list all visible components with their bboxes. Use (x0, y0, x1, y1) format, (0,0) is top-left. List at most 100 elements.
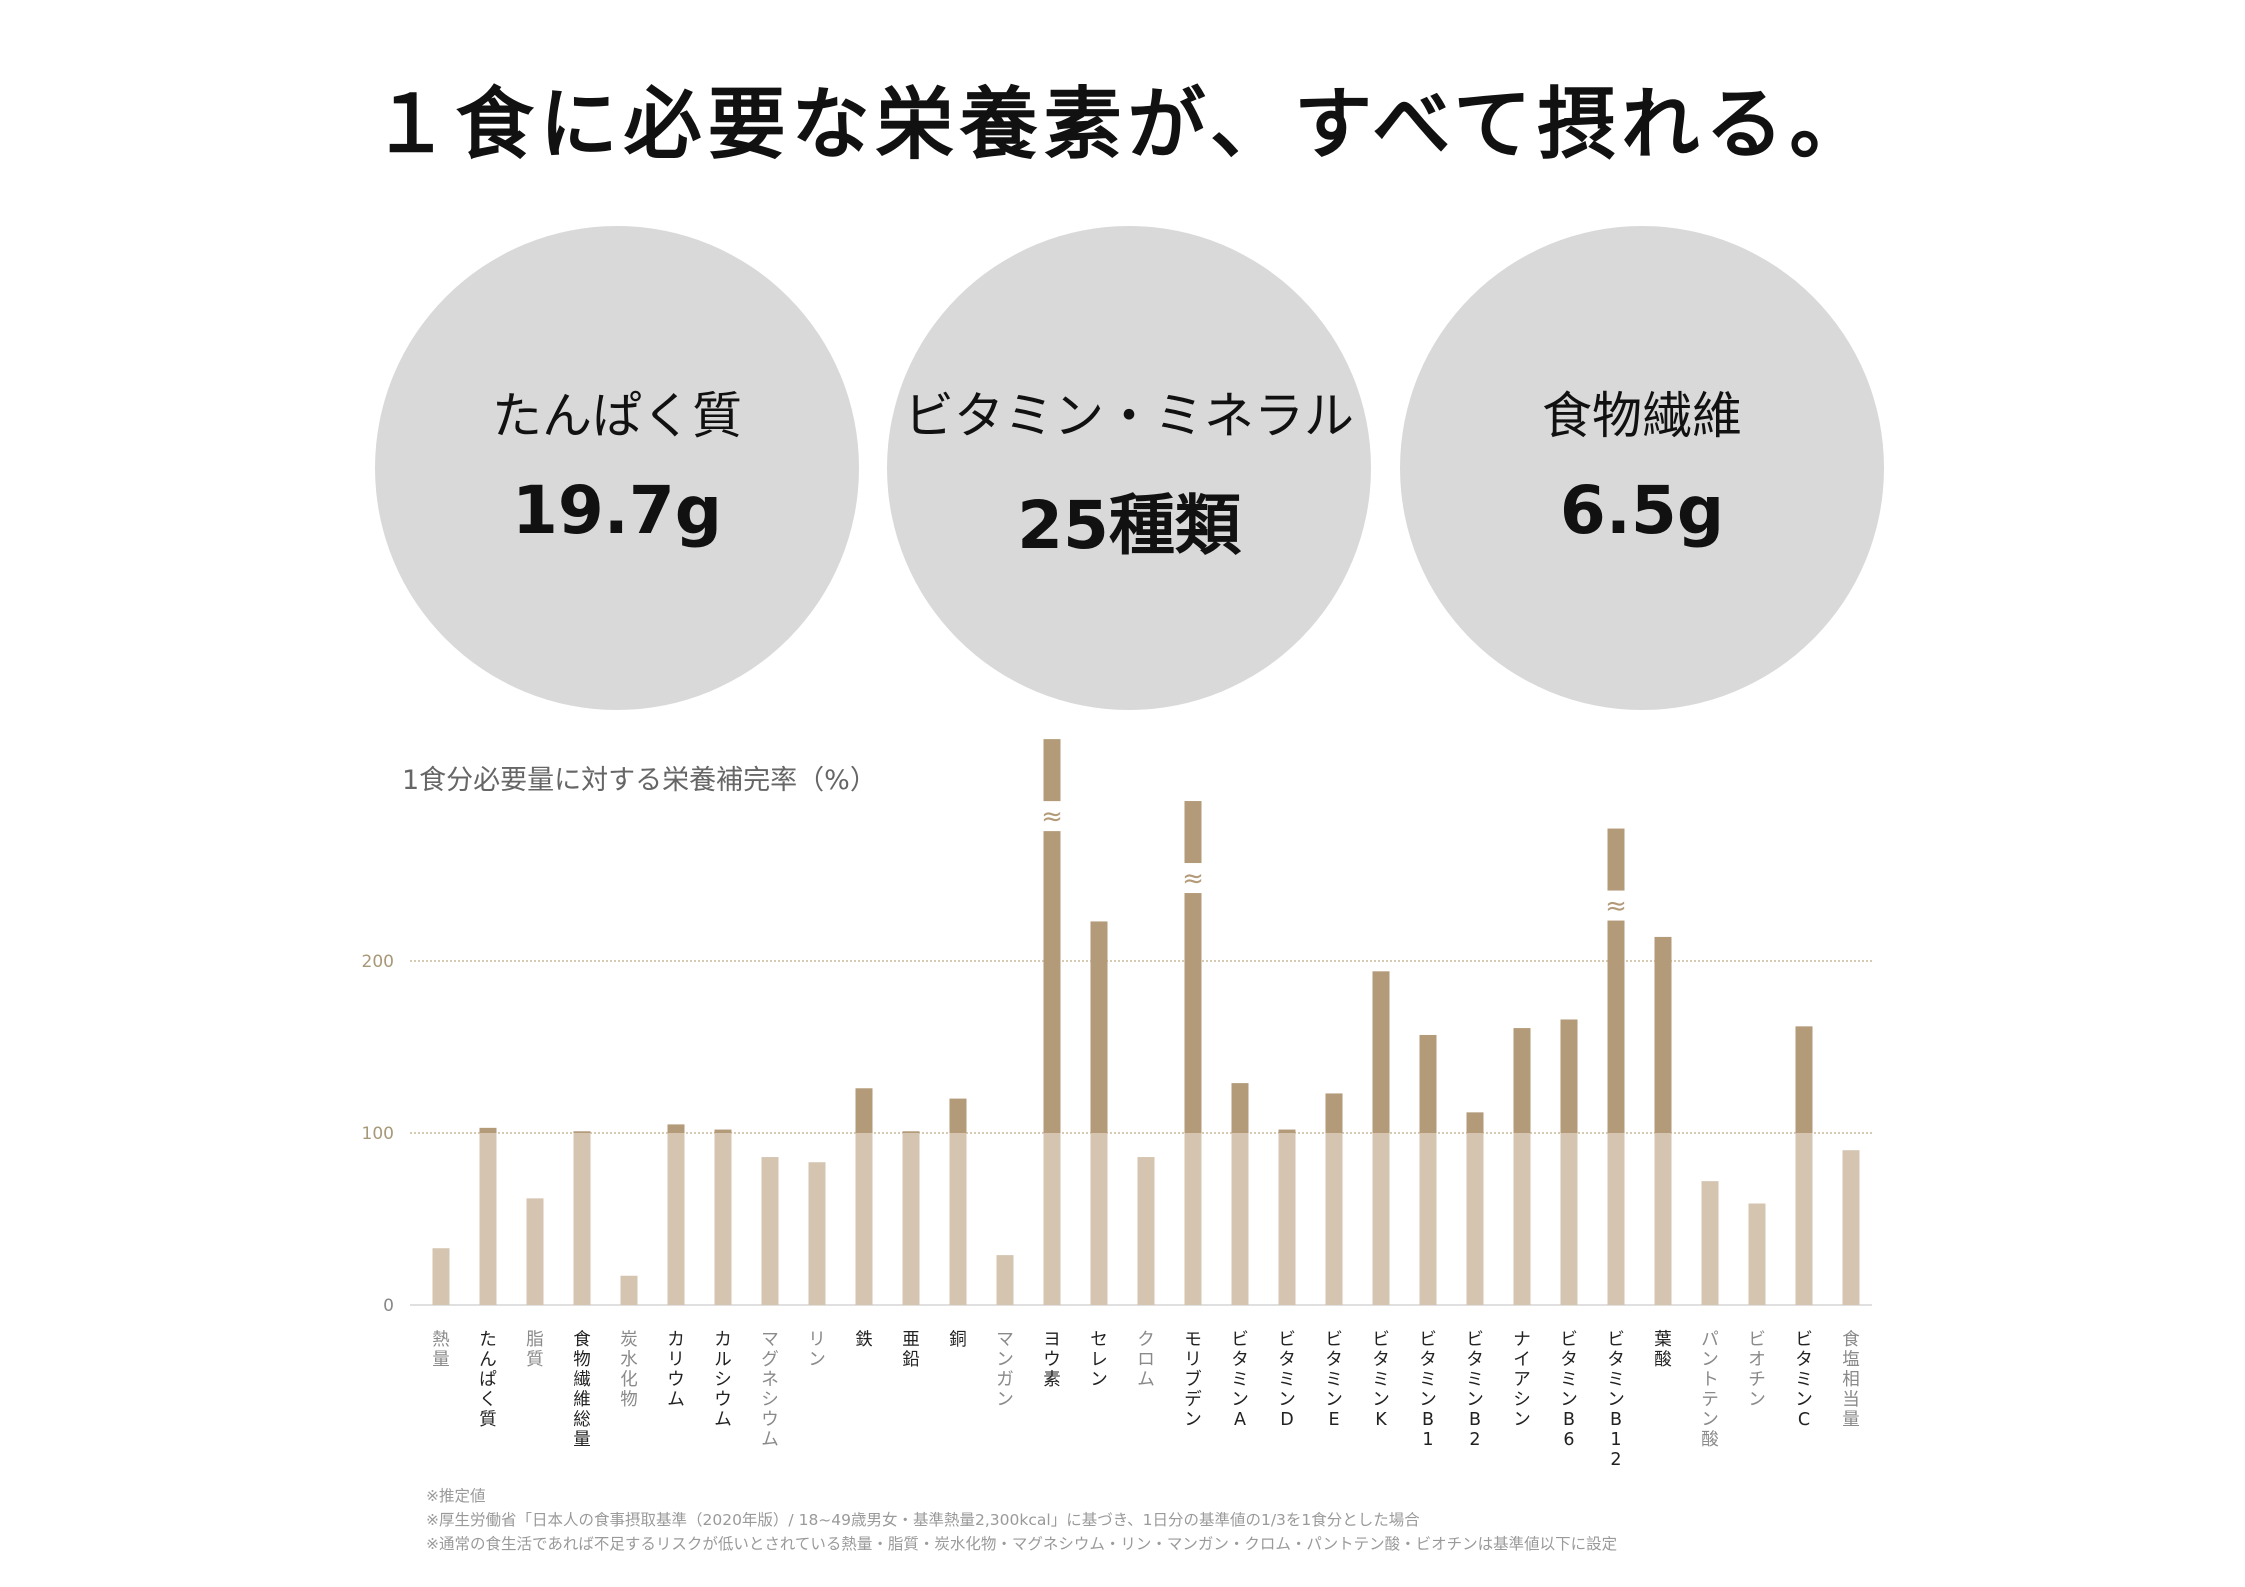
bar-base-10 (902, 1133, 920, 1305)
stat-label-protein: たんぱく質 (492, 387, 742, 445)
bar-excess-3 (573, 1131, 591, 1133)
stat-circle-vitamins-minerals: ビタミン・ミネラル 25種類 (887, 226, 1371, 710)
stat-label-vitamins-minerals: ビタミン・ミネラル (904, 387, 1354, 445)
category-label-30: 食塩相当量 (1842, 1330, 1860, 1430)
footnotes: ※推定値 ※厚生労働省「日本人の食事摂取基準（2020年版）/ 18~49歳男女… (426, 1484, 1617, 1556)
bar-base-25 (1607, 1133, 1625, 1305)
category-label-25: ビタミン B 1 2 (1607, 1330, 1625, 1470)
bar-base-23 (1513, 1133, 1531, 1305)
bar-base-15 (1137, 1157, 1155, 1305)
axis-break-marker-16: ≈ (1182, 864, 1204, 894)
bar-base-12 (996, 1255, 1014, 1305)
category-label-27: パントテン酸 (1701, 1330, 1719, 1450)
bar-excess-18 (1278, 1129, 1296, 1133)
category-label-5: カリウム (667, 1330, 685, 1410)
category-label-3: 食物繊維総量 (573, 1330, 591, 1450)
category-label-28: ビオチン (1748, 1330, 1766, 1410)
bar-base-20 (1372, 1133, 1390, 1305)
bar-base-27 (1701, 1181, 1719, 1305)
footnote-below-standard: ※通常の食生活であれば不足するリスクが低いとされている熱量・脂質・炭水化物・マグ… (426, 1535, 1618, 1553)
stat-circle-protein: たんぱく質 19.7g (375, 226, 859, 710)
bar-excess-14 (1090, 921, 1108, 1133)
bar-excess-17 (1231, 1083, 1249, 1133)
category-label-23: ナイアシン (1513, 1330, 1531, 1430)
category-label-8: リン (808, 1330, 826, 1370)
bar-excess-16 (1184, 801, 1202, 1133)
category-label-18: ビタミン D (1278, 1330, 1296, 1430)
bar-excess-1 (479, 1127, 497, 1133)
footnote-estimate: ※推定値 (426, 1487, 486, 1505)
category-label-19: ビタミン E (1325, 1330, 1343, 1430)
category-label-4: 炭水化物 (620, 1330, 638, 1410)
bar-base-29 (1795, 1133, 1813, 1305)
footnote-source: ※厚生労働省「日本人の食事摂取基準（2020年版）/ 18~49歳男女・基準熱量… (426, 1511, 1420, 1529)
bar-base-21 (1419, 1133, 1437, 1305)
bar-base-30 (1842, 1150, 1860, 1305)
bar-base-24 (1560, 1133, 1578, 1305)
axis-break-gap-13 (1040, 801, 1064, 832)
stat-label-dietary-fiber: 食物繊維 (1542, 387, 1742, 445)
bar-excess-23 (1513, 1028, 1531, 1133)
bar-base-0 (432, 1248, 450, 1305)
stat-value-vitamins-minerals: 25種類 (1017, 487, 1241, 564)
category-label-22: ビタミン B 2 (1466, 1330, 1484, 1450)
category-label-9: 鉄 (855, 1330, 873, 1350)
bar-base-19 (1325, 1133, 1343, 1305)
bar-excess-29 (1795, 1026, 1813, 1133)
bar-excess-11 (949, 1098, 967, 1133)
category-label-1: たんぱく質 (479, 1330, 497, 1430)
bar-excess-6 (714, 1129, 732, 1133)
category-label-16: モリブデン (1184, 1330, 1202, 1430)
bar-excess-19 (1325, 1093, 1343, 1133)
category-label-12: マンガン (996, 1330, 1014, 1410)
bar-base-14 (1090, 1133, 1108, 1305)
headline: １食に必要な栄養素が、すべて摂れる。 (371, 80, 1874, 170)
bar-excess-9 (855, 1088, 873, 1133)
bar-base-8 (808, 1162, 826, 1305)
bar-base-13 (1043, 1133, 1061, 1305)
bar-base-18 (1278, 1133, 1296, 1305)
stat-value-dietary-fiber: 6.5g (1559, 472, 1725, 549)
bar-base-3 (573, 1133, 591, 1305)
bar-base-11 (949, 1133, 967, 1305)
bar-base-6 (714, 1133, 732, 1305)
bar-base-2 (526, 1198, 544, 1305)
category-label-26: 葉酸 (1654, 1330, 1672, 1370)
category-label-6: カルシウム (714, 1330, 732, 1430)
bar-base-9 (855, 1133, 873, 1305)
bar-excess-26 (1654, 936, 1672, 1133)
axis-break-marker-25: ≈ (1605, 892, 1627, 922)
stat-value-protein: 19.7g (511, 472, 723, 549)
category-label-2: 脂質 (526, 1330, 544, 1370)
bar-base-16 (1184, 1133, 1202, 1305)
stat-circle-dietary-fiber: 食物繊維 6.5g (1400, 226, 1884, 710)
bar-excess-22 (1466, 1112, 1484, 1133)
category-label-17: ビタミン A (1231, 1330, 1249, 1430)
category-label-10: 亜鉛 (902, 1330, 920, 1370)
y-tick-label-100: 100 (362, 1124, 394, 1144)
bar-base-26 (1654, 1133, 1672, 1305)
bar-base-17 (1231, 1133, 1249, 1305)
bar-excess-5 (667, 1124, 685, 1133)
category-label-14: セレン (1090, 1330, 1108, 1390)
category-label-24: ビタミン B 6 (1560, 1330, 1578, 1450)
bar-excess-10 (902, 1131, 920, 1133)
chart-title: 1食分必要量に対する栄養補完率（%） (402, 765, 877, 796)
axis-break-gap-16 (1181, 863, 1205, 894)
category-label-20: ビタミン K (1372, 1330, 1390, 1430)
axis-break-gap-25 (1604, 890, 1628, 921)
bar-excess-20 (1372, 971, 1390, 1133)
bar-base-28 (1748, 1203, 1766, 1305)
bar-base-4 (620, 1275, 638, 1305)
axis-break-marker-13: ≈ (1041, 802, 1063, 832)
bar-excess-21 (1419, 1034, 1437, 1133)
bar-excess-13 (1043, 739, 1061, 1133)
bar-base-5 (667, 1133, 685, 1305)
bar-excess-25 (1607, 828, 1625, 1133)
y-tick-label-0: 0 (383, 1296, 394, 1316)
category-label-11: 銅 (949, 1330, 967, 1350)
bar-excess-24 (1560, 1019, 1578, 1133)
bar-base-1 (479, 1133, 497, 1305)
category-label-13: ヨウ素 (1043, 1330, 1061, 1390)
